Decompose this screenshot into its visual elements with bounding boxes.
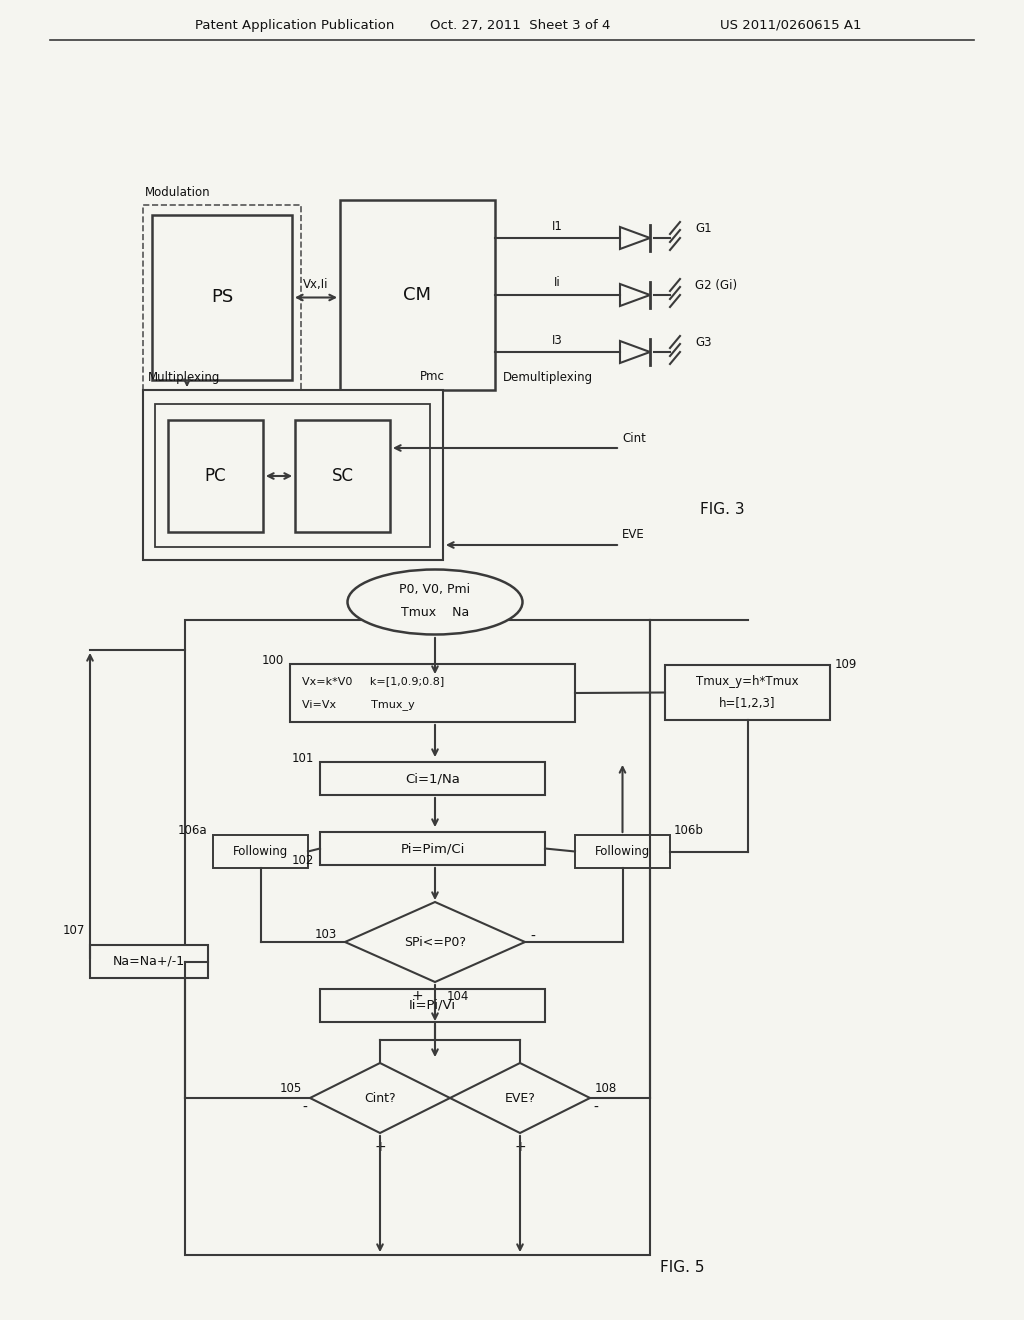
Text: Tmux_y=h*Tmux: Tmux_y=h*Tmux — [696, 676, 799, 689]
Text: FIG. 5: FIG. 5 — [660, 1261, 705, 1275]
Bar — [290, 664, 575, 722]
Text: Following: Following — [232, 845, 288, 858]
Text: h=[1,2,3]: h=[1,2,3] — [719, 697, 776, 710]
Text: +: + — [514, 1140, 525, 1154]
Text: G3: G3 — [695, 335, 712, 348]
Bar — [143, 205, 301, 389]
Text: 101: 101 — [292, 751, 314, 764]
Bar — [90, 945, 208, 978]
Polygon shape — [310, 1063, 450, 1133]
Text: Modulation: Modulation — [145, 186, 211, 198]
Polygon shape — [450, 1063, 590, 1133]
Text: Following: Following — [595, 845, 650, 858]
Text: 100: 100 — [262, 653, 284, 667]
Text: EVE?: EVE? — [505, 1092, 536, 1105]
Text: 108: 108 — [595, 1081, 617, 1094]
Text: PC: PC — [205, 467, 226, 484]
Text: PS: PS — [211, 289, 233, 306]
Bar — [168, 420, 263, 532]
Ellipse shape — [347, 569, 522, 635]
Text: I1: I1 — [552, 219, 563, 232]
Text: G1: G1 — [695, 222, 712, 235]
Text: G2 (Gi): G2 (Gi) — [695, 279, 737, 292]
Text: Ci=1/Na: Ci=1/Na — [406, 772, 460, 785]
Text: Na=Na+/-1: Na=Na+/-1 — [113, 954, 185, 968]
Text: Ii=Pi/Vi: Ii=Pi/Vi — [409, 999, 456, 1012]
Text: 105: 105 — [280, 1081, 302, 1094]
Bar — [152, 215, 292, 380]
Text: Multiplexing: Multiplexing — [148, 371, 220, 384]
Text: +: + — [412, 989, 423, 1003]
Bar — [575, 836, 670, 869]
Text: 104: 104 — [447, 990, 469, 1002]
Bar — [155, 404, 430, 546]
Bar — [319, 762, 545, 795]
Bar — [319, 832, 545, 865]
Text: EVE: EVE — [622, 528, 645, 541]
Text: Pi=Pim/Ci: Pi=Pim/Ci — [400, 842, 465, 855]
Text: 107: 107 — [62, 924, 85, 936]
Text: -: - — [302, 1101, 307, 1115]
Bar — [340, 201, 495, 389]
Text: Demultiplexing: Demultiplexing — [503, 371, 593, 384]
Bar — [213, 836, 308, 869]
Text: 109: 109 — [835, 659, 857, 672]
Text: Vx,Ii: Vx,Ii — [303, 279, 329, 290]
Bar — [143, 389, 443, 560]
Text: US 2011/0260615 A1: US 2011/0260615 A1 — [720, 18, 861, 32]
Bar — [319, 989, 545, 1022]
Text: Vi=Vx          Tmux_y: Vi=Vx Tmux_y — [302, 700, 415, 710]
Text: +: + — [374, 1140, 386, 1154]
Bar — [295, 420, 390, 532]
Text: Ii: Ii — [554, 276, 561, 289]
Text: I3: I3 — [552, 334, 563, 346]
Text: Patent Application Publication: Patent Application Publication — [195, 18, 394, 32]
Text: 106b: 106b — [674, 825, 703, 837]
Text: Cint?: Cint? — [365, 1092, 396, 1105]
Text: P0, V0, Pmi: P0, V0, Pmi — [399, 583, 471, 597]
Text: CM: CM — [403, 286, 431, 304]
Text: 103: 103 — [314, 928, 337, 940]
Text: Tmux    Na: Tmux Na — [400, 606, 469, 619]
Text: Vx=k*V0     k=[1,0.9;0.8]: Vx=k*V0 k=[1,0.9;0.8] — [302, 676, 444, 686]
Text: -: - — [593, 1101, 598, 1115]
Text: SPi<=P0?: SPi<=P0? — [404, 936, 466, 949]
Text: 102: 102 — [292, 854, 314, 867]
Text: 106a: 106a — [177, 825, 207, 837]
Bar — [665, 665, 830, 719]
Text: Oct. 27, 2011  Sheet 3 of 4: Oct. 27, 2011 Sheet 3 of 4 — [430, 18, 610, 32]
Text: -: - — [530, 931, 535, 944]
Bar — [185, 620, 650, 1255]
Text: Cint: Cint — [622, 432, 646, 445]
Text: SC: SC — [332, 467, 353, 484]
Polygon shape — [345, 902, 525, 982]
Text: FIG. 3: FIG. 3 — [700, 503, 744, 517]
Text: Pmc: Pmc — [420, 371, 444, 384]
